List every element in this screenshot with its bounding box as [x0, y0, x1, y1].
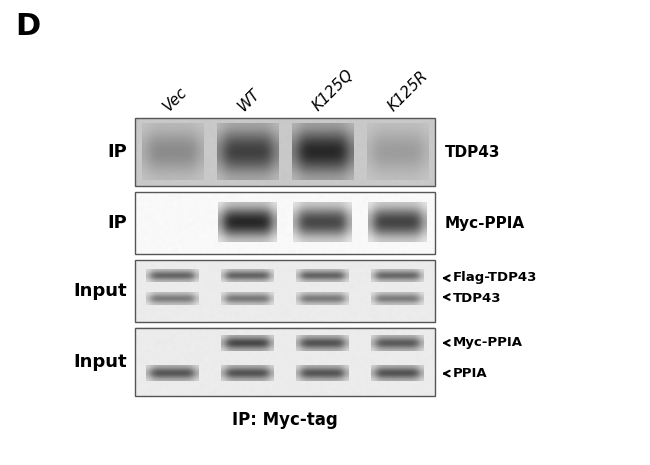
Text: Vec: Vec — [160, 84, 190, 114]
Text: Flag-TDP43: Flag-TDP43 — [453, 271, 538, 284]
Text: Input: Input — [73, 353, 127, 371]
Text: TDP43: TDP43 — [453, 292, 502, 305]
Text: Myc-PPIA: Myc-PPIA — [445, 215, 525, 231]
Text: Myc-PPIA: Myc-PPIA — [453, 337, 523, 350]
Bar — [135, 118, 435, 186]
Text: IP: IP — [107, 143, 127, 161]
Bar — [135, 192, 435, 254]
Text: TDP43: TDP43 — [445, 145, 501, 159]
Text: IP: IP — [107, 214, 127, 232]
Text: D: D — [15, 12, 40, 41]
Text: IP: Myc-tag: IP: Myc-tag — [232, 411, 338, 429]
Bar — [135, 260, 435, 322]
Text: PPIA: PPIA — [453, 367, 488, 380]
Text: K125R: K125R — [385, 68, 431, 114]
Text: Input: Input — [73, 282, 127, 300]
Bar — [135, 328, 435, 396]
Text: WT: WT — [235, 86, 263, 114]
Text: K125Q: K125Q — [310, 67, 357, 114]
